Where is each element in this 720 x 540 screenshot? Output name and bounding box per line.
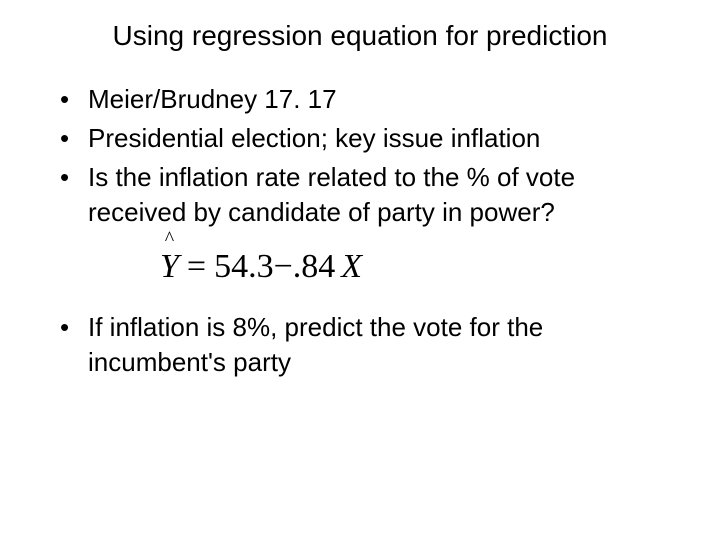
intercept-value: 54.3 <box>214 248 274 286</box>
hat-symbol: ^ <box>165 228 174 251</box>
rhs-variable: X <box>341 248 362 286</box>
slide-title: Using regression equation for prediction <box>40 20 680 52</box>
bullet-item: If inflation is 8%, predict the vote for… <box>60 310 680 380</box>
bullet-list-2: If inflation is 8%, predict the vote for… <box>60 310 680 380</box>
regression-equation: ^ Y = 54.3 − .84 X <box>160 248 680 286</box>
bullet-item: Is the inflation rate related to the % o… <box>60 160 680 230</box>
lhs-variable: Y <box>160 248 179 285</box>
bullet-list: Meier/Brudney 17. 17 Presidential electi… <box>60 82 680 230</box>
bullet-item: Presidential election; key issue inflati… <box>60 121 680 156</box>
slope-value: .84 <box>293 248 336 286</box>
bullet-item: Meier/Brudney 17. 17 <box>60 82 680 117</box>
minus-sign: − <box>274 248 293 286</box>
y-hat: ^ Y <box>160 248 179 286</box>
equals-sign: = <box>187 248 206 286</box>
slide: Using regression equation for prediction… <box>0 0 720 540</box>
